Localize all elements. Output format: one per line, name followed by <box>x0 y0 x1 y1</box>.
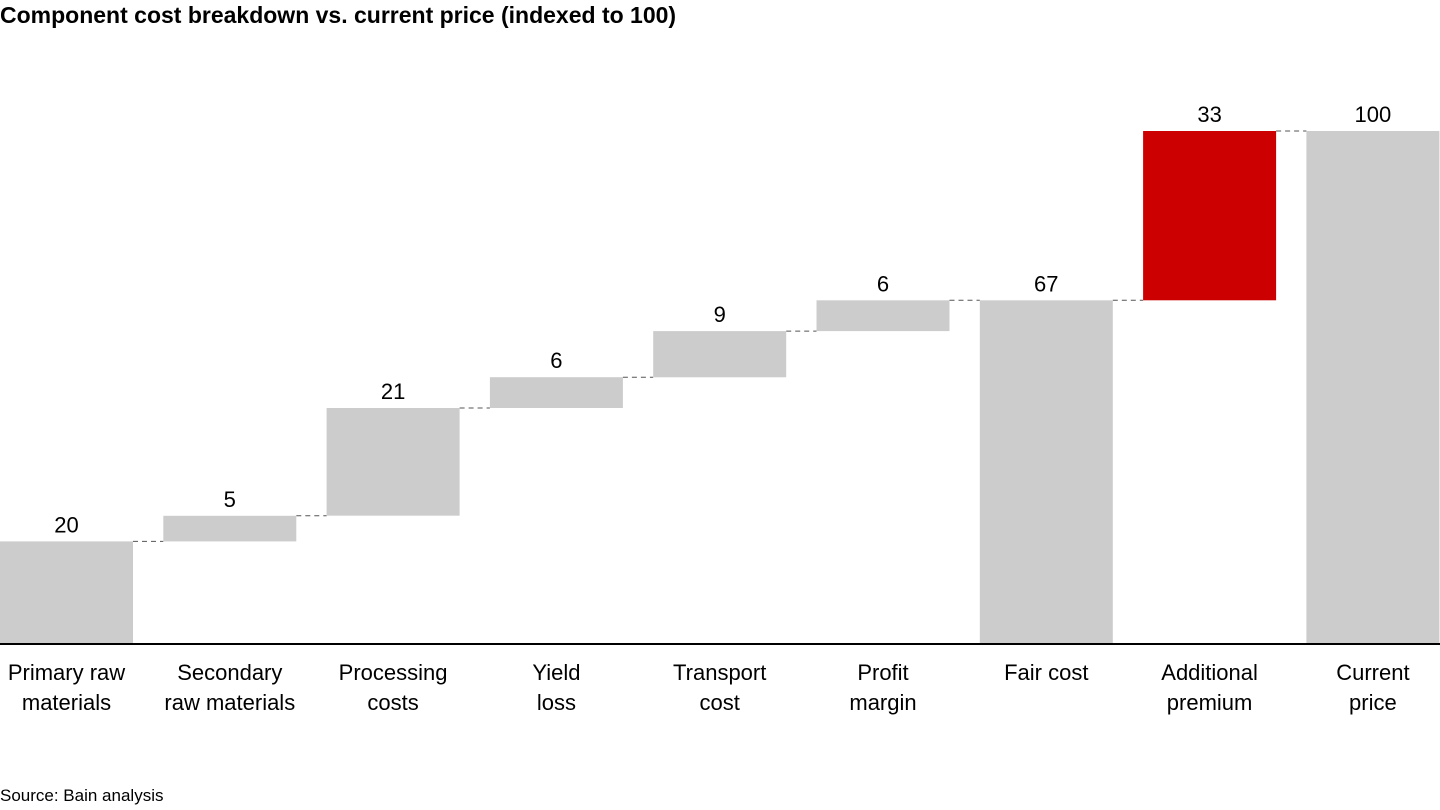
category-label-line: costs <box>367 690 418 715</box>
data-label: 5 <box>224 487 236 512</box>
category-label: Secondary raw materials <box>164 660 295 715</box>
category-label-line: loss <box>537 690 576 715</box>
category-label-line: premium <box>1167 690 1253 715</box>
data-label: 21 <box>381 379 405 404</box>
data-label: 20 <box>54 512 78 537</box>
bar <box>979 300 1113 644</box>
category-label-line: raw materials <box>164 690 295 715</box>
category-label-line: Primary raw <box>8 660 125 685</box>
bar <box>816 300 950 332</box>
data-label: 6 <box>550 348 562 373</box>
category-label: Fair cost <box>1004 660 1088 685</box>
bar <box>163 515 297 542</box>
category-label: Profit margin <box>849 660 916 715</box>
category-label-line: Fair cost <box>1004 660 1088 685</box>
category-label: Additional premium <box>1161 660 1258 715</box>
chart-title: Component cost breakdown vs. current pri… <box>0 2 677 28</box>
data-label: 100 <box>1355 102 1392 127</box>
data-label: 9 <box>714 302 726 327</box>
category-label-line: materials <box>22 690 111 715</box>
data-label: 33 <box>1197 102 1221 127</box>
bar <box>489 377 623 408</box>
category-label: Processing costs <box>339 660 448 715</box>
waterfall-chart: 20 5 21 6 9 6 67 33 100 Primary raw materials Seco… <box>0 102 1440 715</box>
category-label-line: Transport <box>673 660 766 685</box>
category-label-line: Profit <box>857 660 908 685</box>
category-label-line: margin <box>849 690 916 715</box>
value-labels: 20 5 21 6 9 6 67 33 100 <box>54 102 1391 537</box>
data-label: 6 <box>877 271 889 296</box>
category-label-line: Current <box>1336 660 1409 685</box>
category-label: Primary raw materials <box>8 660 125 715</box>
category-label: Transport cost <box>673 660 766 715</box>
bar <box>0 541 133 644</box>
category-label-line: price <box>1349 690 1397 715</box>
bar <box>653 331 787 378</box>
bar <box>1306 131 1440 644</box>
category-label-line: Processing <box>339 660 448 685</box>
category-label-line: Secondary <box>177 660 282 685</box>
source-note: Source: Bain analysis <box>0 786 164 805</box>
category-label: Current price <box>1336 660 1409 715</box>
category-label: Yield loss <box>532 660 580 715</box>
category-label-line: Yield <box>532 660 580 685</box>
category-label-line: Additional <box>1161 660 1258 685</box>
category-label-line: cost <box>700 690 740 715</box>
bar <box>326 408 460 516</box>
bar <box>1143 131 1277 301</box>
bars-group <box>0 131 1440 644</box>
data-label: 67 <box>1034 271 1058 296</box>
category-labels: Primary raw materials Secondary raw materia… <box>8 660 1410 715</box>
